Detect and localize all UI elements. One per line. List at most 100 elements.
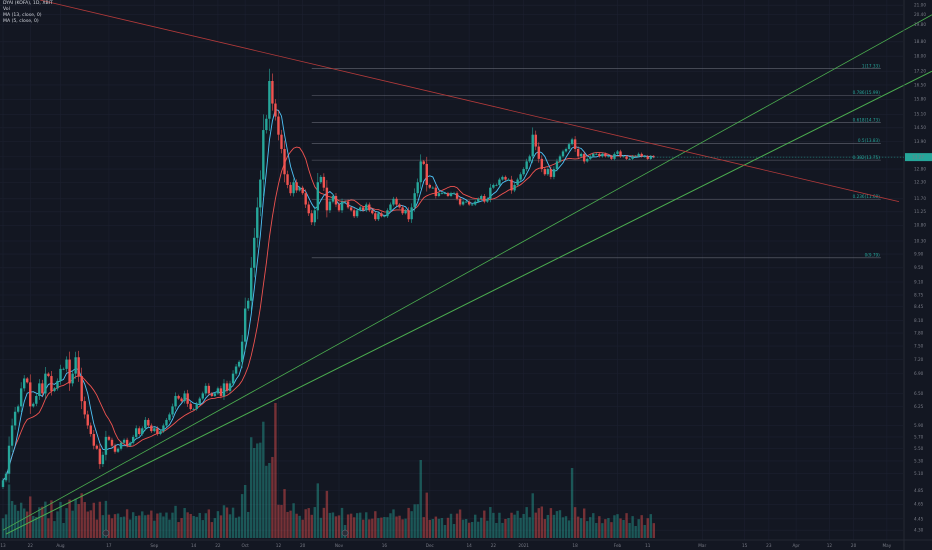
volume-bar bbox=[180, 518, 183, 538]
time-tick-label: 13 bbox=[0, 543, 6, 548]
candle-body bbox=[440, 193, 444, 194]
volume-bar bbox=[71, 510, 74, 538]
volume-bar bbox=[622, 520, 625, 538]
candle-body bbox=[134, 428, 138, 437]
volume-bar bbox=[582, 508, 586, 538]
event-markers[interactable] bbox=[102, 529, 349, 537]
volume-bar bbox=[162, 516, 165, 538]
volume-bar bbox=[413, 504, 416, 538]
volume-bar bbox=[201, 520, 204, 538]
candle-body bbox=[280, 134, 283, 149]
volume-bar bbox=[280, 504, 283, 538]
candle-body bbox=[507, 179, 510, 181]
volume-bar bbox=[80, 493, 83, 538]
price-tick-label: 8.10 bbox=[914, 318, 924, 323]
volume-bar bbox=[216, 511, 220, 538]
symbol-title[interactable]: DYAI (KOFA), 1D, XBIT bbox=[3, 1, 53, 6]
volume-bar bbox=[16, 510, 20, 538]
volume-bar bbox=[286, 511, 289, 538]
price-tick-label: 5.30 bbox=[914, 458, 924, 463]
volume-bar bbox=[407, 507, 410, 538]
candle-body bbox=[328, 201, 332, 211]
candle-body bbox=[22, 378, 26, 389]
volume-bar bbox=[95, 519, 99, 538]
candle-body bbox=[89, 425, 92, 435]
volume-bar bbox=[156, 513, 159, 538]
volume-bar bbox=[265, 465, 268, 538]
price-tick-label: 16.50 bbox=[914, 82, 926, 87]
candle-body bbox=[334, 195, 338, 205]
ma-slow-legend[interactable]: MA (13, close, 0) bbox=[3, 13, 42, 19]
volume-bar bbox=[298, 515, 301, 538]
candle-body bbox=[192, 409, 195, 410]
price-tick-label: 4.30 bbox=[914, 528, 924, 533]
candle-body bbox=[592, 153, 595, 157]
volume-bar bbox=[319, 517, 323, 538]
volume-bar bbox=[365, 512, 368, 538]
price-tick-label: 15.10 bbox=[914, 112, 926, 117]
volume-bar bbox=[589, 517, 592, 538]
volume-bar bbox=[416, 504, 419, 538]
time-tick-label: 12 bbox=[827, 543, 833, 548]
volume-bar bbox=[604, 519, 607, 538]
volume-bar bbox=[44, 501, 47, 538]
earnings-marker-icon bbox=[102, 529, 110, 537]
ma-5-line bbox=[2, 109, 654, 481]
volume-bar bbox=[141, 511, 144, 538]
fib-level-label: 0.236(11.68) bbox=[853, 194, 881, 199]
volume-bar bbox=[228, 514, 232, 538]
candle-body bbox=[53, 388, 56, 391]
volume-bar bbox=[352, 517, 356, 538]
candle-body bbox=[83, 401, 86, 415]
candle-body bbox=[419, 161, 422, 183]
volume-bar bbox=[122, 516, 126, 538]
price-tick-label: 20.40 bbox=[914, 12, 926, 17]
volume-bar bbox=[425, 492, 428, 538]
volume-bar bbox=[289, 510, 292, 538]
price-axis[interactable]: 4.30 4.45 4.65 4.85 5.10 5.30 5.50 5.70 5.90 6.25… bbox=[903, 0, 926, 550]
volume-bar bbox=[86, 511, 89, 538]
volume-bar bbox=[646, 518, 649, 538]
volume-bar bbox=[32, 515, 35, 538]
volume-bar bbox=[601, 523, 604, 538]
volume-bar bbox=[592, 513, 595, 538]
volume-bar bbox=[549, 508, 553, 538]
time-axis[interactable]: 13 22 Aug 17 Sep 14 22 Oct 12 20 Nov 16 Dec 14 22 2021 1… bbox=[0, 539, 932, 548]
ma-fast-legend[interactable]: MA (5, close, 0) bbox=[3, 19, 39, 25]
volume-bar bbox=[340, 507, 344, 538]
candle-body bbox=[386, 210, 389, 217]
volume-bar bbox=[68, 499, 71, 538]
candle-body bbox=[510, 179, 513, 191]
candle-body bbox=[652, 156, 656, 158]
trend-lines[interactable] bbox=[2, 0, 932, 535]
candle-body bbox=[216, 388, 220, 394]
volume-bar bbox=[207, 509, 211, 538]
volume-bar bbox=[337, 515, 341, 538]
candle-body bbox=[552, 169, 556, 177]
volume-bar bbox=[643, 525, 646, 538]
volume-bar bbox=[77, 504, 80, 538]
price-tick-label: 5.70 bbox=[914, 434, 924, 439]
candle-body bbox=[183, 393, 186, 402]
candle-body bbox=[62, 368, 65, 370]
volume-bar bbox=[355, 513, 359, 538]
price-tick-label: 9.90 bbox=[914, 252, 924, 257]
volume-legend[interactable]: Vol bbox=[3, 7, 10, 13]
candle-body bbox=[610, 156, 613, 159]
fibonacci-retracement[interactable]: 1(17.33) 0.786(15.99) 0.618(14.73) 0.5(13.8… bbox=[311, 64, 881, 259]
volume-bar bbox=[558, 510, 562, 538]
fib-level-label: 0.786(15.99) bbox=[853, 90, 881, 95]
candle-body bbox=[16, 406, 20, 412]
candle-body bbox=[343, 201, 347, 203]
volume-bar bbox=[334, 516, 338, 538]
time-tick-label: 14 bbox=[191, 543, 197, 548]
candle-body bbox=[340, 201, 344, 211]
candle-body bbox=[413, 193, 416, 208]
candle-body bbox=[86, 414, 89, 426]
volume-bar bbox=[619, 518, 622, 538]
volume-bar bbox=[386, 517, 389, 538]
candle-body bbox=[558, 156, 562, 162]
volume-bar bbox=[198, 512, 201, 538]
candle-body bbox=[44, 373, 47, 394]
